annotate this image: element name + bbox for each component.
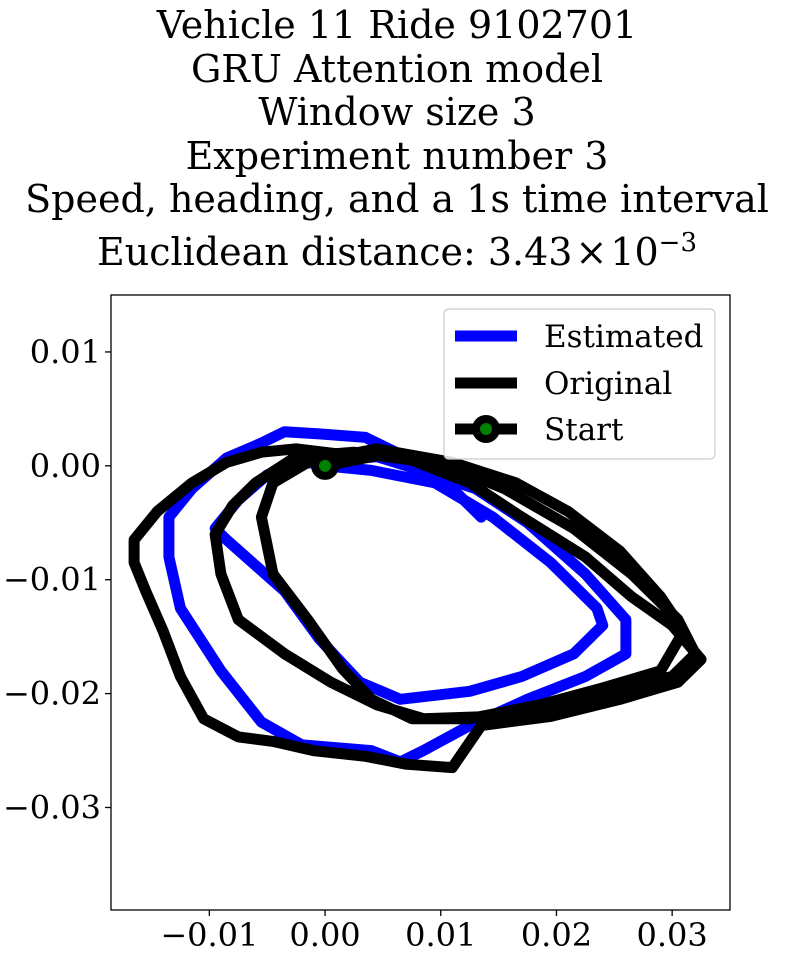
start-marker (311, 451, 340, 480)
distance-base: 10 (610, 229, 659, 274)
legend-label-estimated: Estimated (544, 319, 703, 355)
distance-prefix: Euclidean distance: (97, 229, 488, 274)
title-line-2: GRU Attention model (190, 46, 604, 91)
axes-frame (110, 294, 731, 911)
title-line-5: Speed, heading, and a 1s time interval (25, 177, 769, 221)
legend-marker-start (472, 415, 500, 443)
series-line-original (128, 443, 707, 774)
distance-mantissa: 3.43 (487, 229, 573, 274)
title-line-distance: Euclidean distance: 3.43×10−3 (0, 222, 794, 275)
title-line-3: Window size 3 (258, 90, 536, 134)
distance-exponent: −3 (658, 227, 697, 258)
legend: Estimated Original Start (443, 308, 716, 460)
title-line-4: Experiment number 3 (185, 133, 609, 178)
distance-times: × (575, 229, 608, 274)
series-layer (128, 426, 707, 774)
legend-label-start: Start (544, 412, 624, 448)
title-line-1: Vehicle 11 Ride 9102701 (156, 3, 638, 47)
y-tick-label-4: −0.03 (3, 789, 101, 827)
y-tick-label-3: −0.02 (3, 675, 101, 713)
x-tick-label-0: −0.01 (160, 916, 258, 954)
chart-title: Vehicle 11 Ride 9102701 GRU Attention mo… (0, 3, 794, 275)
x-tick-label-3: 0.02 (521, 916, 592, 954)
x-tick-label-1: 0.00 (289, 916, 360, 954)
x-tick-label-4: 0.03 (637, 916, 708, 954)
y-tick-label-0: 0.01 (30, 333, 101, 371)
ticks-layer: −0.01 0.00 0.01 0.02 0.03 0.01 0.00 −0.01 −0.02 −… (3, 333, 708, 954)
y-tick-label-1: 0.00 (30, 447, 101, 485)
y-tick-label-2: −0.01 (3, 561, 101, 599)
legend-label-original: Original (544, 366, 672, 402)
legend-box (443, 308, 716, 460)
x-tick-label-2: 0.01 (405, 916, 476, 954)
